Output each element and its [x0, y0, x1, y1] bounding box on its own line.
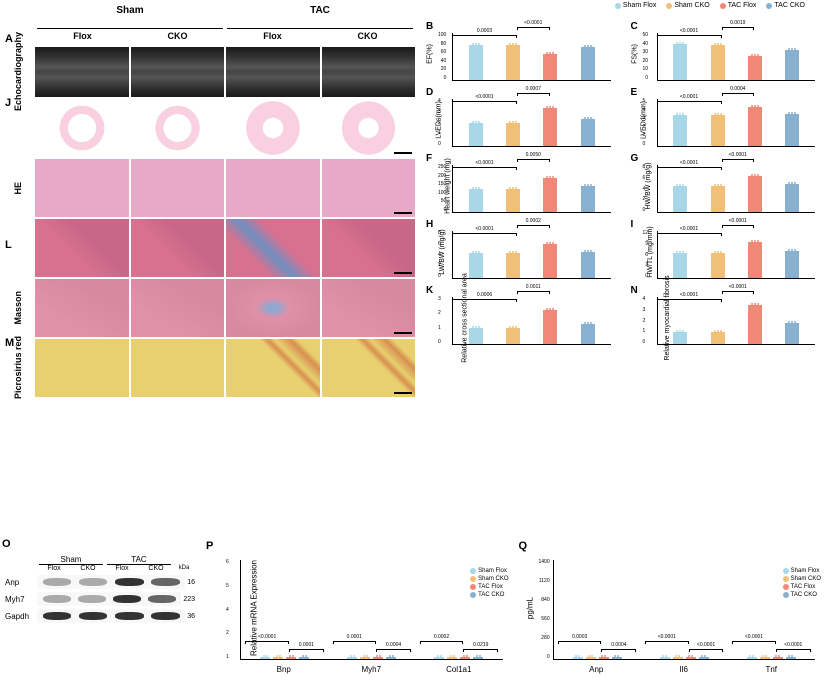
row-masson-1: L	[5, 219, 415, 277]
left-image-panel: Sham TAC Flox CKO Flox CKO A Echocardiog…	[0, 0, 420, 402]
chart-C: CFS(%)504030201000.0019<0.0001	[627, 23, 824, 85]
legend: Sham Flox Sham CKO TAC Flox TAC CKO	[615, 2, 805, 9]
western-blot: O Sham TAC FloxCKO FloxCKO kDa Anp16Myh7…	[0, 538, 200, 678]
chart-E: ELVEDd(mm)5432100.0004<0.0001	[627, 89, 824, 151]
chart-B: BEF(%)100806040200<0.00010.0003	[422, 23, 619, 85]
mrna-chart: PRelative mRNA Expression65421<0.00010.0…	[200, 538, 513, 678]
chart-H: HLW/BW (mg/g)864200.0002<0.0001	[422, 221, 619, 283]
header-sham: Sham	[37, 5, 223, 29]
row-he-tissue: HE	[5, 159, 415, 217]
bottom-panel: O Sham TAC FloxCKO FloxCKO kDa Anp16Myh7…	[0, 538, 825, 678]
header-tac: TAC	[227, 5, 413, 29]
row-he-cross: J	[5, 99, 415, 157]
figure-main: Sham TAC Flox CKO Flox CKO A Echocardiog…	[0, 0, 825, 402]
chart-I: IHW/TL (mg/mm)129630<0.0001<0.0001	[627, 221, 824, 283]
chart-F: FHeart weight (mg)2502001501005000.0050<…	[422, 155, 619, 217]
chart-N: NRelative myocardial fibrosis43210<0.000…	[627, 287, 824, 349]
chart-G: GHW/BW (mg/g)86420<0.0001<0.0001	[627, 155, 824, 217]
row-echo: A Echocardiography	[5, 47, 415, 97]
chart-D: DLVEDs(mm)432100.0007<0.0001	[422, 89, 619, 151]
right-chart-panel: Sham Flox Sham CKO TAC Flox TAC CKO BEF(…	[420, 0, 825, 402]
pg-chart: Qpg/mL1400112084056028000.00030.0004<0.0…	[513, 538, 825, 678]
row-masson-2: Masson	[5, 279, 415, 337]
row-picro: M Picrosirius red	[5, 339, 415, 397]
chart-K: KRelative cross sectional area32100.0011…	[422, 287, 619, 349]
